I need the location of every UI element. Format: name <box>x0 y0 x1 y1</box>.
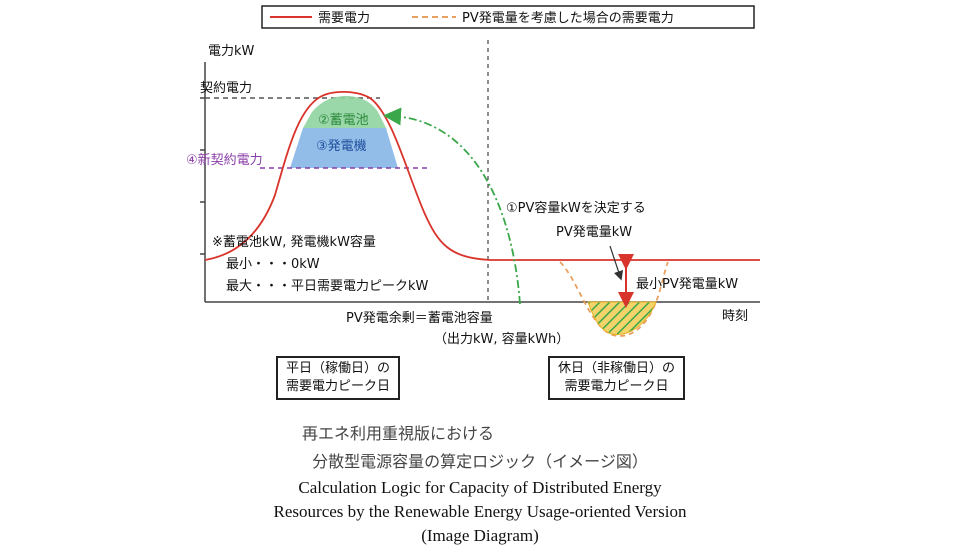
capacity-note-min: 最小・・・0kW <box>226 257 320 272</box>
pv-demand-curve <box>559 261 669 337</box>
caption-jp-line1: 再エネ利用重視版における <box>301 424 494 443</box>
caption-en-line1: Calculation Logic for Capacity of Distri… <box>298 478 662 497</box>
pv-surplus-label: PV発電余剰＝蓄電池容量 <box>346 310 493 326</box>
caption-en-line3: (Image Diagram) <box>421 526 539 545</box>
holiday-peak-line1: 休日（非稼働日）の <box>558 361 676 376</box>
holiday-peak-box: 休日（非稼働日）の 需要電力ピーク日 <box>548 356 686 400</box>
caption-en-line2: Resources by the Renewable Energy Usage-… <box>273 502 687 521</box>
pv-surplus-area <box>587 301 657 336</box>
pv-generation-pointer <box>609 245 624 281</box>
capacity-note-title: ※蓄電池kW, 発電機kW容量 <box>212 234 376 250</box>
legend-box <box>261 5 755 29</box>
legend-demand-label: 需要電力 <box>318 11 370 26</box>
legend-pv-label: PV発電量を考慮した場合の需要電力 <box>462 11 674 26</box>
contract-level-label: 契約電力 <box>200 81 252 96</box>
demand-curve <box>204 90 760 261</box>
min-pv-label: 最小PV発電量kW <box>636 277 738 292</box>
legend: 需要電力 PV発電量を考慮した場合の需要電力 <box>261 5 755 29</box>
y-axis-ticks <box>200 97 205 255</box>
caption-jp-line2: 分散型電源容量の算定ロジック（イメージ図） <box>312 452 648 471</box>
surplus-to-battery-arrow <box>383 107 521 305</box>
pv-generation-label: PV発電量kW <box>556 225 632 240</box>
battery-band <box>303 96 386 128</box>
y-axis-label: 電力kW <box>208 44 255 59</box>
new-contract-label: ④新契約電力 <box>186 152 263 168</box>
pv-surplus-detail: （出力kW, 容量kWh） <box>434 331 569 347</box>
x-axis-label: 時刻 <box>722 309 748 324</box>
pv-decide-label: ①PV容量kWを決定する <box>506 200 646 216</box>
holiday-peak-line2: 需要電力ピーク日 <box>564 379 669 394</box>
weekday-peak-line2: 需要電力ピーク日 <box>286 379 391 394</box>
generator-label: ③発電機 <box>316 139 367 154</box>
weekday-peak-line1: 平日（稼働日）の <box>286 361 391 376</box>
weekday-peak-box: 平日（稼働日）の 需要電力ピーク日 <box>276 356 401 400</box>
battery-label: ②蓄電池 <box>318 113 369 128</box>
capacity-note-max: 最大・・・平日需要電力ピークkW <box>226 279 429 294</box>
generator-band <box>290 128 398 168</box>
